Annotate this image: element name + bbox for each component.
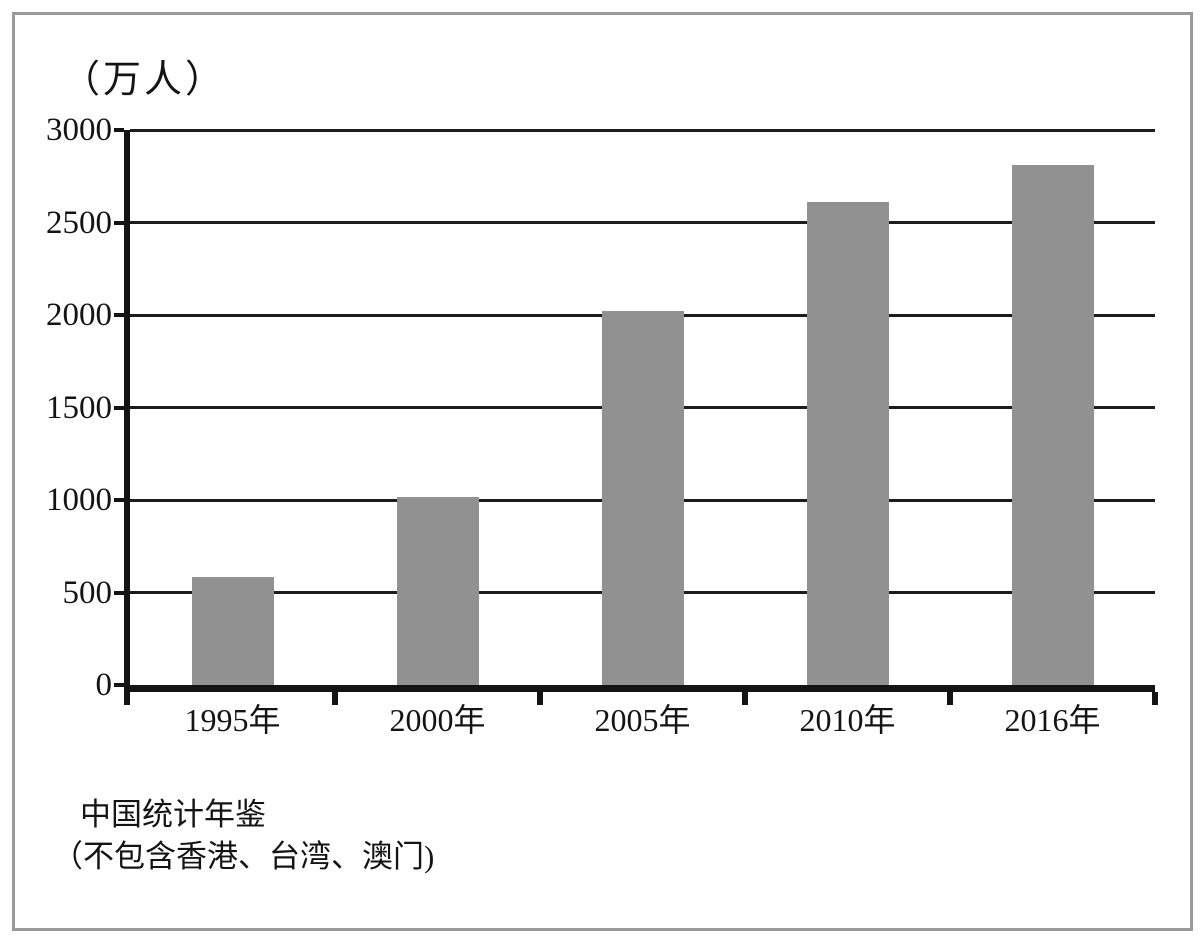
y-axis-label-1500: 1500 xyxy=(46,389,112,426)
x-tick-5 xyxy=(1152,692,1158,705)
x-axis-label-2010年: 2010年 xyxy=(799,702,896,738)
bar-2010年 xyxy=(806,202,889,685)
x-tick-1 xyxy=(332,692,338,705)
x-tick-3 xyxy=(742,692,748,705)
x-tick-0 xyxy=(124,692,130,705)
y-tick-1500 xyxy=(114,405,124,410)
bar-2016年 xyxy=(1011,165,1094,685)
y-tick-500 xyxy=(114,590,124,595)
source-line-2: （不包含香港、台湾、澳门) xyxy=(52,839,435,874)
y-axis-unit-label: （万人） xyxy=(62,59,227,101)
gridline-2500 xyxy=(130,221,1155,224)
y-axis-label-1000: 1000 xyxy=(46,482,112,518)
y-axis-label-3000: 3000 xyxy=(46,112,112,148)
bar-2000年 xyxy=(396,497,479,685)
y-tick-2500 xyxy=(114,220,124,225)
x-tick-4 xyxy=(947,692,953,705)
y-tick-1000 xyxy=(114,498,124,502)
source-line-1: 中国统计年鉴 xyxy=(80,797,266,832)
y-axis-label-2500: 2500 xyxy=(46,204,112,241)
x-axis-label-2016年: 2016年 xyxy=(1004,702,1101,738)
y-tick-0 xyxy=(114,683,124,687)
x-axis-label-1995年: 1995年 xyxy=(184,702,281,738)
source-note: 中国统计年鉴 （不包含香港、台湾、澳门) xyxy=(52,794,434,878)
plot-area: 1995年 2000年 2005年 2010年 2016年 xyxy=(114,128,1158,738)
y-axis-label-2000: 2000 xyxy=(46,297,112,333)
gridline-3000 xyxy=(130,128,1155,132)
y-tick-2000 xyxy=(114,313,124,317)
x-axis-label-2000年: 2000年 xyxy=(389,702,486,738)
y-tick-3000 xyxy=(114,128,124,132)
x-tick-2 xyxy=(537,692,543,705)
x-axis-label-2005年: 2005年 xyxy=(594,702,691,738)
y-axis-label-500: 500 xyxy=(62,574,113,611)
y-axis-label-0: 0 xyxy=(95,667,113,703)
bar-2005年 xyxy=(601,311,684,685)
bar-1995年 xyxy=(191,576,274,685)
